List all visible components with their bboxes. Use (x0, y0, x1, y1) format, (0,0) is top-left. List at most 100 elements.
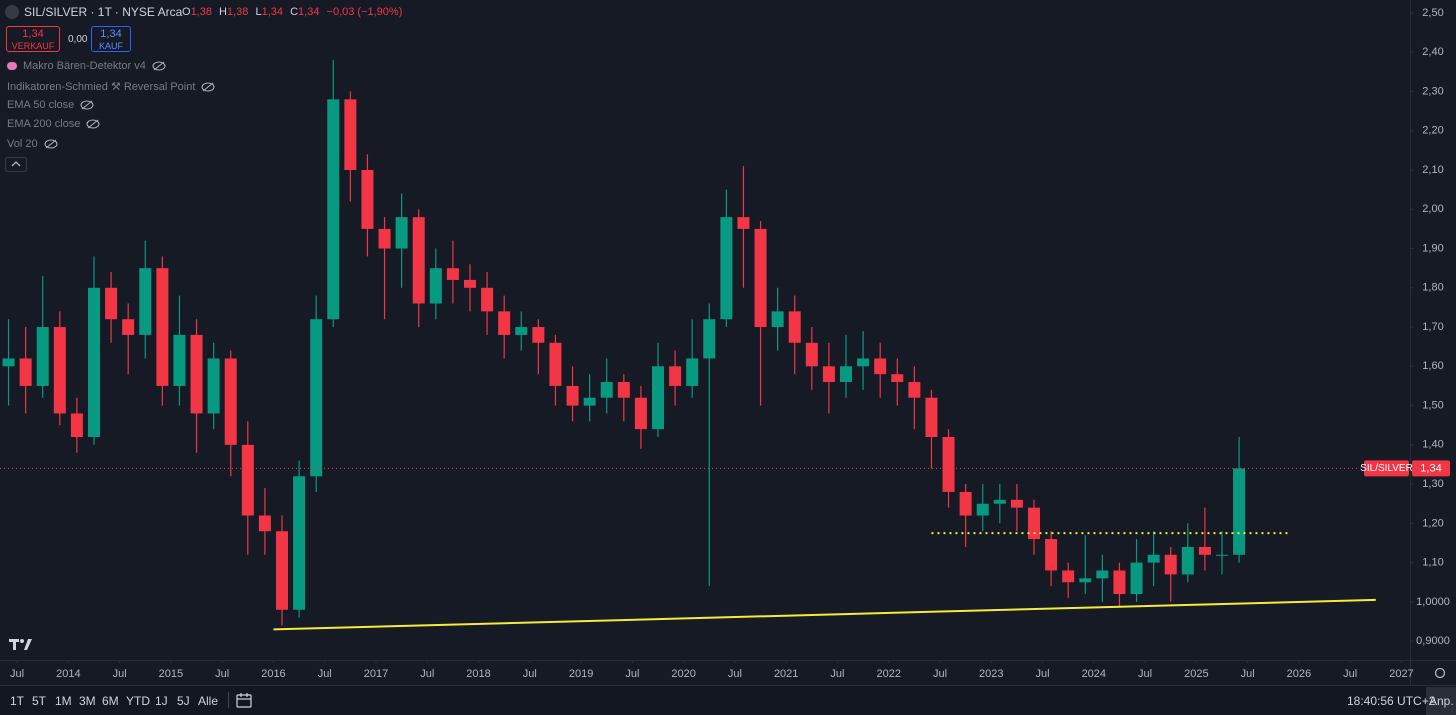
candle-body (429, 268, 442, 304)
hidden-eye-icon[interactable] (44, 139, 58, 149)
candle-body (549, 342, 562, 386)
calendar-icon[interactable] (236, 693, 252, 708)
x-tick-label: 2021 (774, 668, 798, 680)
range-button[interactable]: 3M (79, 694, 96, 708)
x-tick-label: 2017 (364, 668, 388, 680)
candle-body (498, 311, 511, 335)
indicator-row[interactable]: Makro Bären-Detektor v4 (7, 60, 166, 72)
hidden-eye-icon[interactable] (86, 119, 100, 129)
candle-body (53, 327, 66, 414)
last-price-name-bg (1364, 460, 1409, 477)
tv-logo (9, 639, 32, 650)
candle-body (771, 311, 784, 328)
candle-body (617, 382, 630, 398)
range-button[interactable]: 1T (10, 694, 25, 708)
candle-body (36, 327, 49, 386)
x-tick-label: Jul (1036, 668, 1050, 680)
candle-body (1147, 554, 1160, 563)
ohlc-row: O1,38 H1,38 L1,34 C1,34 −0,03 (−1,90%) (182, 6, 402, 18)
sell-button[interactable]: 1,34 VERKAUF (6, 26, 60, 52)
chevron-up (11, 161, 21, 167)
y-tick-label: 1,30 (1422, 478, 1443, 490)
candle-body (634, 397, 647, 430)
candle-body (840, 366, 852, 383)
x-tick-label: Jul (625, 668, 639, 680)
ohlc-value: 1,34 (298, 6, 320, 18)
candle-body (1216, 554, 1228, 556)
candle-body (532, 327, 545, 343)
spread: 0,00 (68, 34, 88, 45)
ohlc-key: O (182, 6, 191, 18)
buy-button[interactable]: 1,34 KAUF (91, 26, 131, 52)
candle-body (2, 358, 15, 367)
range-button[interactable]: 1J (155, 694, 168, 708)
trend-line (273, 598, 1376, 631)
candle-body (703, 319, 716, 359)
indicator-row[interactable]: EMA 50 close (7, 99, 94, 111)
y-tick-label: 0,9000 (1416, 635, 1450, 647)
range-button[interactable]: YTD (126, 694, 150, 708)
candle-body (1130, 562, 1143, 595)
x-tick-label: 2020 (671, 668, 695, 680)
ohlc-value: 1,38 (190, 6, 212, 18)
range-button[interactable]: 1M (55, 694, 72, 708)
x-tick-label: Jul (10, 668, 24, 680)
candle-body (105, 287, 118, 320)
candle-body (310, 319, 323, 477)
candle-body (1113, 570, 1126, 595)
clock: 18:40:56 UTC+2 (1347, 694, 1436, 708)
x-tick-label: 2025 (1184, 668, 1208, 680)
candle-body (1062, 570, 1075, 583)
x-tick-label: 2023 (979, 668, 1003, 680)
ohlc-value: 1,38 (227, 6, 249, 18)
hidden-eye-icon[interactable] (80, 100, 94, 110)
x-tick-label: Jul (1343, 668, 1357, 680)
range-button[interactable]: 5J (177, 694, 190, 708)
x-tick-label: Jul (1138, 668, 1152, 680)
candle-body (173, 334, 186, 386)
adjust-button-bg[interactable] (1426, 687, 1456, 715)
candle-body (583, 397, 596, 406)
x-tick-label: Jul (113, 668, 127, 680)
indicator-row[interactable]: Vol 20 (7, 138, 58, 150)
indicator-row[interactable]: EMA 200 close (7, 118, 100, 130)
y-tick-label: 1,80 (1422, 282, 1443, 294)
adjust-button[interactable]: Anp. (1429, 694, 1454, 708)
y-tick-label: 1,10 (1422, 557, 1443, 569)
candle-body (600, 382, 613, 398)
candle-body (737, 217, 750, 229)
symbol-title[interactable]: SIL/SILVER · 1T · NYSE Arca (24, 5, 183, 19)
x-tick-label: 2022 (876, 668, 900, 680)
candle-body (805, 342, 818, 367)
range-button[interactable]: 6M (102, 694, 119, 708)
x-tick-label: Jul (318, 668, 332, 680)
x-tick-label: 2015 (159, 668, 183, 680)
candle-body (959, 491, 972, 516)
hidden-eye-icon[interactable] (152, 61, 166, 71)
indicator-row[interactable]: Indikatoren-Schmied ⚒ Reversal Point (7, 80, 215, 93)
candle-body (1198, 546, 1211, 555)
settings-icon[interactable] (1434, 667, 1446, 679)
candle-body (412, 217, 425, 304)
candle-body (241, 444, 254, 516)
range-button[interactable]: Alle (198, 694, 219, 708)
y-tick-label: 2,00 (1422, 203, 1443, 215)
candle-body (258, 515, 271, 532)
y-tick-label: 1,70 (1422, 321, 1443, 333)
collapse-button[interactable] (5, 157, 27, 172)
range-button[interactable]: 5T (32, 694, 47, 708)
candle-body (942, 436, 955, 492)
buy-label: KAUF (98, 41, 123, 51)
candle-body (327, 99, 340, 320)
candle-body (344, 99, 357, 171)
hidden-eye-icon[interactable] (201, 82, 215, 92)
x-tick-label: Jul (523, 668, 537, 680)
sell-label: VERKAUF (11, 41, 55, 51)
candle-body (822, 366, 835, 383)
candle-body (1010, 499, 1023, 508)
x-tick-label: 2016 (261, 668, 285, 680)
buy-price: 1,34 (100, 28, 122, 40)
candle-body (925, 397, 938, 437)
